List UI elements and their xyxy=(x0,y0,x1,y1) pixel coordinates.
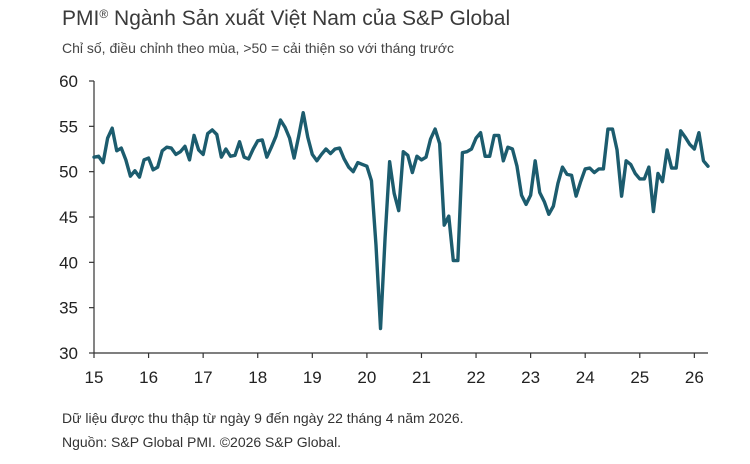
pmi-series-line xyxy=(92,111,710,331)
chart-subtitle: Chỉ số, điều chỉnh theo mùa, >50 = cải t… xyxy=(62,40,454,56)
y-tick-label: 60 xyxy=(59,72,78,91)
x-tick-label: 23 xyxy=(521,368,540,387)
x-tick-label: 18 xyxy=(248,368,267,387)
y-tick-label: 50 xyxy=(59,163,78,182)
x-tick-label: 25 xyxy=(630,368,649,387)
y-tick-label: 30 xyxy=(59,344,78,363)
x-tick-label: 20 xyxy=(357,368,376,387)
registered-mark: ® xyxy=(99,7,109,21)
x-tick-label: 17 xyxy=(194,368,213,387)
y-tick-label: 35 xyxy=(59,299,78,318)
x-tick-label: 16 xyxy=(139,368,158,387)
y-tick-label: 40 xyxy=(59,253,78,272)
chart-title: PMI® Ngành Sản xuất Việt Nam của S&P Glo… xyxy=(62,7,511,30)
x-tick-label: 21 xyxy=(412,368,431,387)
x-tick-label: 24 xyxy=(576,368,595,387)
source-note: Nguồn: S&P Global PMI. ©2026 S&P Global. xyxy=(62,434,342,450)
y-tick-label: 55 xyxy=(59,117,78,136)
x-tick-label: 26 xyxy=(685,368,704,387)
x-tick-label: 15 xyxy=(85,368,104,387)
data-collection-note: Dữ liệu được thu thập từ ngày 9 đến ngày… xyxy=(62,410,464,426)
x-tick-label: 19 xyxy=(303,368,322,387)
x-tick-label: 22 xyxy=(467,368,486,387)
y-tick-label: 45 xyxy=(59,208,78,227)
